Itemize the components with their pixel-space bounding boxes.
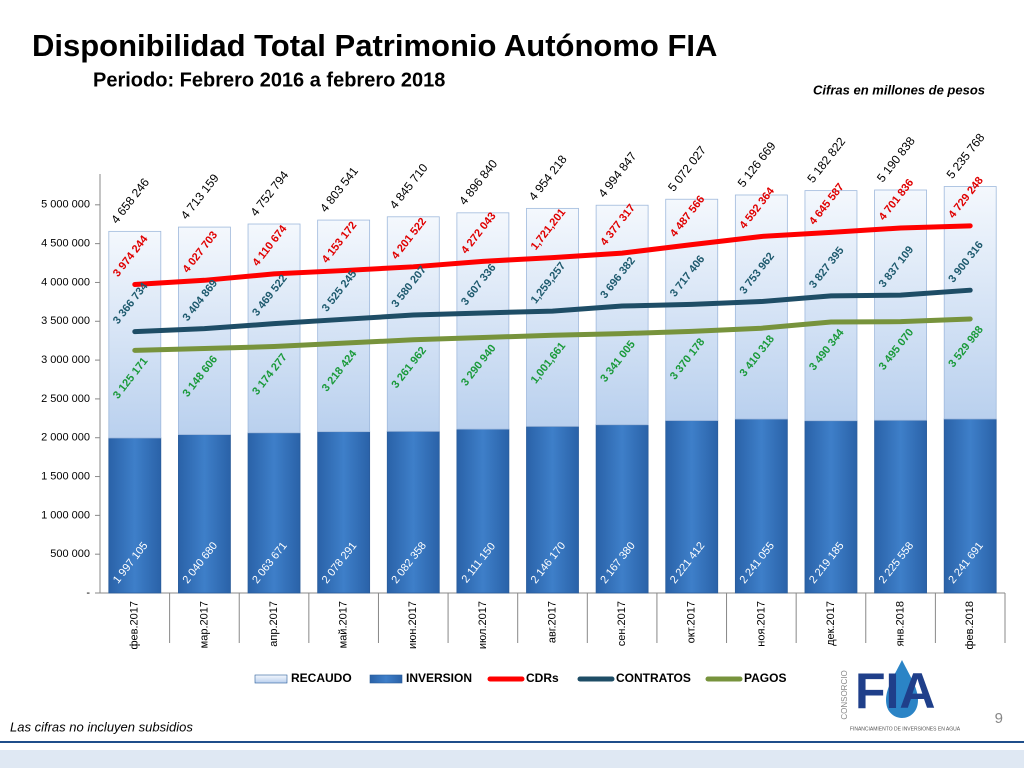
total-label: 5 190 838 xyxy=(874,134,918,185)
y-tick-label: - xyxy=(86,587,90,599)
legend-label: CONTRATOS xyxy=(616,671,691,685)
legend-label: RECAUDO xyxy=(291,671,352,685)
total-label: 4 658 246 xyxy=(108,175,152,226)
legend-swatch xyxy=(369,674,403,684)
legend-label: INVERSION xyxy=(406,671,472,685)
total-label: 5 235 768 xyxy=(944,130,988,181)
x-tick-label: авг.2017 xyxy=(546,601,558,643)
y-tick-label: 3 000 000 xyxy=(41,354,90,366)
bar-segment xyxy=(317,431,371,594)
total-label: 5 072 027 xyxy=(665,143,709,194)
logo-text: FIA xyxy=(855,663,936,719)
footer-band xyxy=(0,750,1024,768)
total-label: 4 896 840 xyxy=(456,157,500,208)
legend-swatch xyxy=(254,674,288,684)
x-tick-label: апр.2017 xyxy=(268,601,280,647)
x-tick-label: фев.2018 xyxy=(964,601,976,650)
bar-segment xyxy=(456,212,510,430)
logo-drop xyxy=(886,660,918,718)
line-cdrs xyxy=(132,223,973,287)
line-contratos xyxy=(132,287,973,335)
bar-segment xyxy=(665,198,719,421)
bar-segment xyxy=(456,428,510,594)
y-tick-label: 4 000 000 xyxy=(41,276,90,288)
bar-segment xyxy=(108,230,162,439)
title: Disponibilidad Total Patrimonio Autónomo… xyxy=(32,28,717,63)
y-tick-label: 4 500 000 xyxy=(41,238,90,250)
x-tick-label: окт.2017 xyxy=(686,601,698,643)
subtitle: Periodo: Febrero 2016 a febrero 2018 xyxy=(93,69,445,91)
y-tick-label: 5 000 000 xyxy=(41,199,90,211)
bar-segment xyxy=(943,186,997,420)
bar-segment xyxy=(734,194,788,420)
y-tick-label: 2 500 000 xyxy=(41,393,90,405)
bar-segment xyxy=(595,204,649,426)
bar-segment xyxy=(526,425,579,594)
bar-segment xyxy=(804,420,858,594)
x-tick-label: мар.2017 xyxy=(198,601,210,648)
bar-segment xyxy=(874,419,927,594)
total-label: 4 954 218 xyxy=(526,152,570,203)
bar-segment xyxy=(317,219,371,433)
x-tick-label: июн.2017 xyxy=(407,601,419,649)
x-tick-label: июл.2017 xyxy=(477,601,489,649)
total-label: 4 752 794 xyxy=(247,168,291,219)
footer-note: Las cifras no incluyen subsidios xyxy=(10,719,193,734)
bar-segment xyxy=(874,189,927,421)
total-label: 4 845 710 xyxy=(387,161,431,212)
bar-segment xyxy=(595,424,649,594)
bar-segment xyxy=(178,434,231,594)
legend-label: PAGOS xyxy=(744,671,786,685)
bar-segment xyxy=(665,420,719,594)
total-label: 4 994 847 xyxy=(596,149,640,200)
logo-side: CONSORCIO xyxy=(840,670,849,719)
bar-segment xyxy=(386,430,440,594)
bar-segment xyxy=(526,207,579,427)
bar-segment xyxy=(108,437,162,594)
y-tick-label: 500 000 xyxy=(50,548,90,560)
total-label: 5 126 669 xyxy=(735,139,779,190)
y-tick-label: 1 000 000 xyxy=(41,509,90,521)
total-label: 4 803 541 xyxy=(317,164,361,215)
x-tick-label: ноя.2017 xyxy=(755,601,767,647)
line-pagos xyxy=(132,316,973,353)
legend-label: CDRs xyxy=(526,671,559,685)
total-label: 5 182 822 xyxy=(804,135,848,186)
logo: FIA CONSORCIO FINANCIAMIENTO DE INVERSIO… xyxy=(840,660,961,732)
y-tick-label: 1 500 000 xyxy=(41,470,90,482)
logo-caption: FINANCIAMIENTO DE INVERSIONES EN AGUA xyxy=(850,726,961,732)
bar-segment xyxy=(943,418,997,594)
x-tick-label: янв.2018 xyxy=(894,601,906,646)
bar-segment xyxy=(386,216,440,432)
bar-segment xyxy=(247,223,301,434)
plot: - 500 000 1 000 000 1 500 000 2 000 000 2 500… xyxy=(41,130,1006,685)
total-label: 4 713 159 xyxy=(178,171,222,222)
y-tick-label: 3 500 000 xyxy=(41,315,90,327)
page-number: 9 xyxy=(995,710,1003,727)
bar-segment xyxy=(734,418,788,594)
x-tick-label: сен.2017 xyxy=(616,601,628,646)
units-note: Cifras en millones de pesos xyxy=(813,82,985,97)
y-tick-label: 2 000 000 xyxy=(41,432,90,444)
x-tick-label: фев.2017 xyxy=(129,601,141,650)
x-tick-label: дек.2017 xyxy=(825,601,837,646)
bar-segment xyxy=(247,432,301,594)
x-tick-label: май.2017 xyxy=(338,601,350,648)
